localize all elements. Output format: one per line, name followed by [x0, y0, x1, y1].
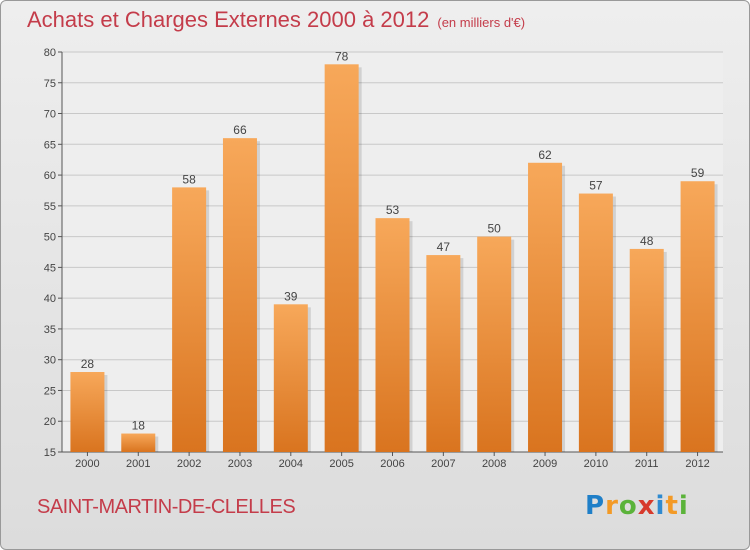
x-tick-label: 2002: [177, 458, 201, 470]
y-tick-label: 75: [44, 78, 56, 90]
x-tick-label: 2004: [279, 458, 303, 470]
x-tick-label: 2003: [228, 458, 252, 470]
x-tick-label: 2011: [635, 458, 659, 470]
bar: [222, 138, 257, 452]
y-tick-label: 20: [44, 416, 56, 428]
y-tick-label: 40: [44, 293, 56, 305]
data-label: 57: [589, 179, 603, 193]
y-tick-label: 25: [44, 385, 56, 397]
data-label: 53: [386, 203, 400, 217]
y-tick-label: 60: [44, 170, 56, 182]
data-label: 39: [284, 289, 298, 303]
y-tick-label: 35: [44, 324, 56, 336]
x-tick-label: 2000: [75, 458, 99, 470]
x-tick-label: 2006: [380, 458, 404, 470]
bar: [426, 255, 461, 452]
data-label: 18: [132, 419, 146, 433]
bar: [375, 218, 410, 452]
plot-area: 15 20 25 30 35 40 45 50 55 60 65 70 75 80 28 2000 18 2001…: [44, 47, 723, 470]
data-label: 48: [640, 234, 654, 248]
y-tick-label: 65: [44, 139, 56, 151]
x-tick-label: 2007: [431, 458, 455, 470]
bar: [629, 248, 664, 452]
bar: [172, 187, 207, 452]
data-label: 50: [488, 222, 502, 236]
bar: [477, 236, 512, 452]
commune-name: SAINT-MARTIN-DE-CLELLES: [37, 496, 296, 518]
y-tick-label: 15: [44, 447, 56, 459]
x-tick-label: 2005: [329, 458, 353, 470]
y-tick-label: 80: [44, 47, 56, 59]
data-label: 28: [81, 357, 95, 371]
data-label: 78: [335, 49, 349, 63]
y-tick-label: 70: [44, 109, 56, 121]
y-tick-label: 50: [44, 232, 56, 244]
x-tick-label: 2009: [533, 458, 557, 470]
chart-title-text: Achats et Charges Externes 2000 à 2012: [27, 7, 430, 32]
y-tick-label: 55: [44, 201, 56, 213]
chart-title: Achats et Charges Externes 2000 à 2012 (e…: [27, 7, 525, 33]
x-tick-label: 2001: [126, 458, 150, 470]
x-tick-label: 2012: [685, 458, 709, 470]
bar: [273, 304, 308, 452]
bar: [121, 433, 156, 452]
bar: [70, 372, 105, 452]
x-tick-label: 2010: [584, 458, 608, 470]
data-label: 58: [182, 172, 196, 186]
bar: [680, 181, 715, 452]
y-tick-label: 45: [44, 262, 56, 274]
chart-subtitle: (en milliers d'€): [437, 15, 526, 30]
data-label: 47: [437, 240, 451, 254]
bar: [324, 64, 359, 453]
bar: [528, 162, 563, 452]
data-label: 62: [538, 148, 552, 162]
x-tick-label: 2008: [482, 458, 506, 470]
bar: [578, 193, 613, 453]
y-tick-label: 30: [44, 355, 56, 367]
data-label: 66: [233, 123, 247, 137]
proxiti-logo: Proxiti: [585, 491, 689, 521]
data-label: 59: [691, 166, 705, 180]
